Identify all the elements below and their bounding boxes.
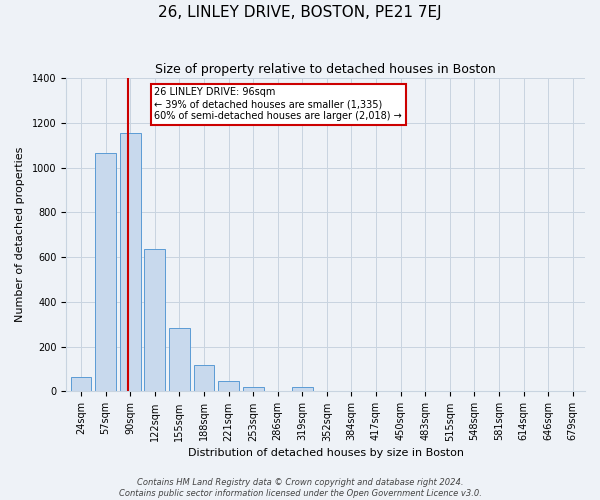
Bar	[71, 377, 91, 392]
Bar	[95, 153, 116, 392]
Bar	[242, 387, 263, 392]
Bar	[194, 364, 214, 392]
Bar	[120, 133, 140, 392]
Bar	[292, 386, 313, 392]
Bar	[218, 380, 239, 392]
X-axis label: Distribution of detached houses by size in Boston: Distribution of detached houses by size …	[188, 448, 464, 458]
Text: 26 LINLEY DRIVE: 96sqm
← 39% of detached houses are smaller (1,335)
60% of semi-: 26 LINLEY DRIVE: 96sqm ← 39% of detached…	[154, 88, 402, 120]
Title: Size of property relative to detached houses in Boston: Size of property relative to detached ho…	[155, 62, 496, 76]
Bar	[169, 328, 190, 392]
Text: 26, LINLEY DRIVE, BOSTON, PE21 7EJ: 26, LINLEY DRIVE, BOSTON, PE21 7EJ	[158, 5, 442, 20]
Text: Contains HM Land Registry data © Crown copyright and database right 2024.
Contai: Contains HM Land Registry data © Crown c…	[119, 478, 481, 498]
Bar	[145, 250, 165, 392]
Y-axis label: Number of detached properties: Number of detached properties	[15, 147, 25, 322]
